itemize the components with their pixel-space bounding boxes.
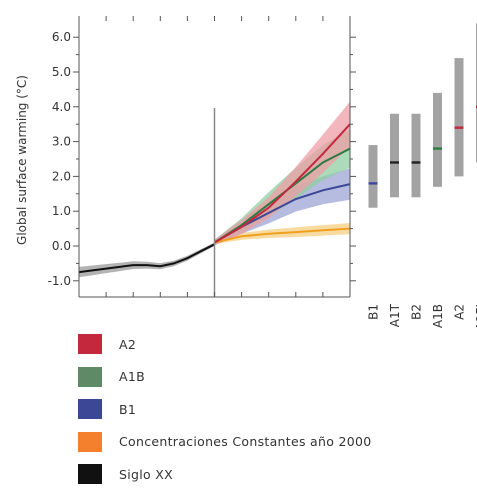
- range-label-b1: B1: [367, 304, 381, 320]
- series-line-concentraciones-constantes-a-o-2000: [214, 227, 351, 244]
- y-tick-label: 4.0: [52, 100, 71, 114]
- legend-item: A1B: [78, 366, 371, 387]
- range-best-b2: [411, 161, 421, 164]
- series-band-siglo-xx: [79, 242, 215, 278]
- legend-label: B1: [119, 401, 137, 417]
- range-bar-a1b: [433, 92, 442, 187]
- legend-item: B1: [78, 399, 371, 419]
- range-best-a1b: [433, 147, 442, 150]
- y-tick-label: -1.0: [48, 274, 71, 288]
- range-label-a1t: A1T: [388, 303, 402, 327]
- legend-label: Concentraciones Constantes año 2000: [119, 434, 372, 449]
- range-bar-b2: [411, 113, 421, 198]
- series-line-siglo-xx: [78, 243, 215, 274]
- range-best-a1t: [390, 161, 399, 164]
- y-tick-label: 1.0: [52, 204, 71, 218]
- range-best-b1: [368, 182, 378, 185]
- legend-swatch: [78, 399, 102, 419]
- legend-item: Siglo XX: [78, 464, 371, 484]
- y-tick-label: 3.0: [52, 135, 71, 149]
- series-line-a2: [214, 123, 351, 244]
- legend-label: Siglo XX: [119, 466, 173, 482]
- legend: A2 A1B B1 Concentraciones Constantes año 20…: [78, 334, 371, 497]
- legend-swatch: [78, 366, 102, 387]
- y-tick-label: 0.0: [52, 239, 71, 253]
- legend-swatch: [78, 464, 102, 484]
- y-axis-label: Global surface warming (°C): [15, 75, 29, 245]
- range-label-b2: B2: [410, 304, 424, 320]
- range-bar-a1t: [390, 113, 399, 198]
- legend-label: A1B: [119, 369, 145, 384]
- legend-item: A2: [78, 334, 371, 354]
- y-tick-label: 5.0: [52, 65, 71, 79]
- y-tick-label: 6.0: [52, 30, 71, 44]
- legend-swatch: [78, 334, 102, 354]
- range-bar-b1: [368, 145, 378, 208]
- warming-chart: B1 A1T B2 A1B A2 A1FI -1.0 0.0 1.0 2.0 3.0 4.0 5.0 6…: [15, 16, 477, 330]
- legend-label: A2: [119, 336, 137, 352]
- legend-swatch: [78, 431, 102, 452]
- y-tick-label: 2.0: [52, 169, 71, 183]
- series-band-a2: [214, 101, 350, 246]
- legend-item: Concentraciones Constantes año 2000: [78, 431, 372, 452]
- range-label-a1b: A1B: [431, 304, 445, 328]
- range-best-a2: [454, 126, 464, 129]
- range-label-a2: A2: [453, 304, 467, 320]
- range-bar-a2: [454, 58, 464, 177]
- range-label-a1fi: A1FI: [474, 304, 477, 330]
